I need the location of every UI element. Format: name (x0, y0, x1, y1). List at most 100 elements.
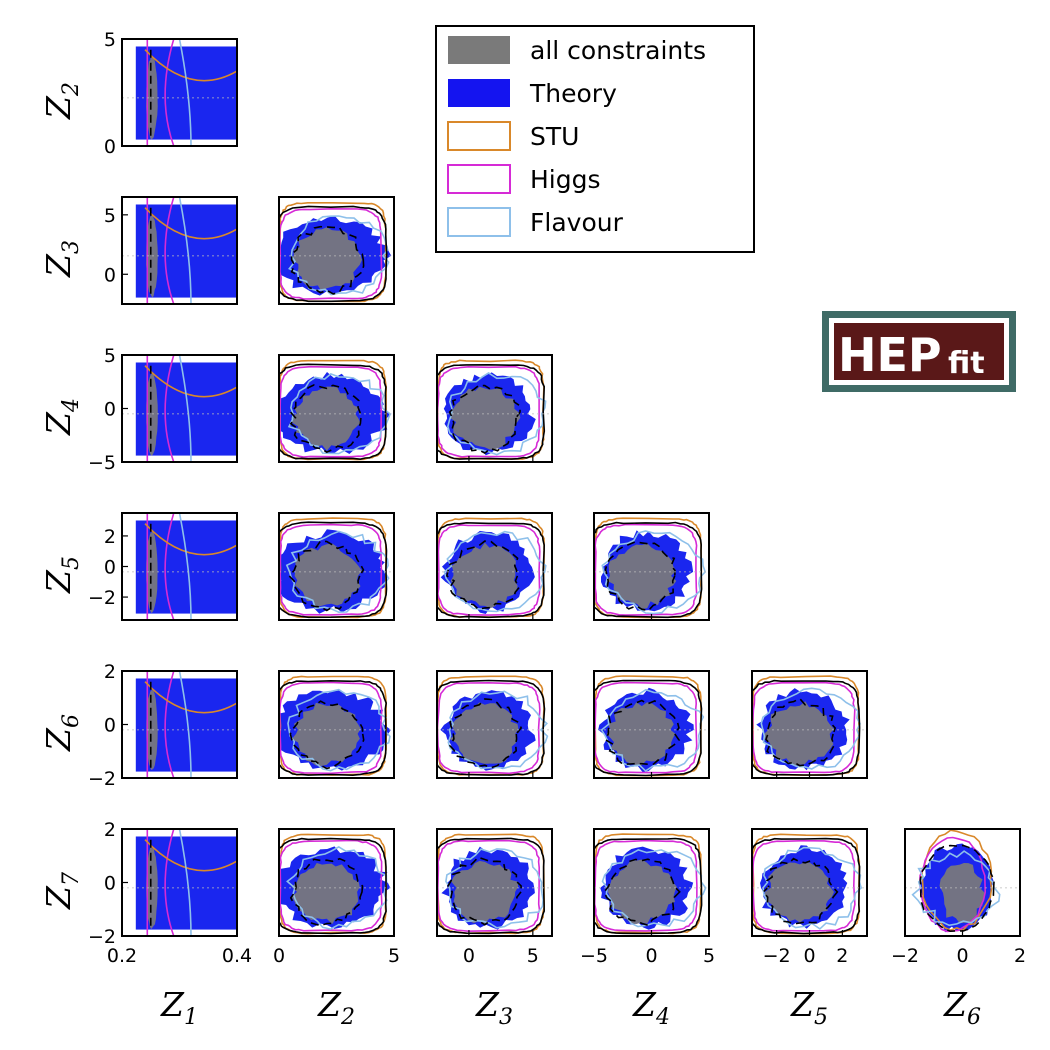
panel-body (122, 197, 237, 304)
higgs-contour (279, 839, 383, 932)
flavour-contour (178, 829, 192, 936)
flavour-contour (178, 197, 192, 304)
y-axis-label-main: Z (39, 727, 78, 752)
flavour-contour (178, 355, 192, 462)
legend-items: all constraints Theory STU Higgs Flavour (447, 36, 706, 237)
y-axis-label-sub: 5 (59, 556, 84, 570)
panel-z6-z7: −2 0 2 Z6 (891, 828, 1026, 1030)
panel-z1-z5: −2 0 2 Z5 (39, 512, 238, 621)
all-constraints-region (449, 702, 519, 764)
panel-body (122, 513, 237, 620)
x-tick-label: 5 (527, 945, 539, 967)
y-tick-label: 2 (104, 526, 116, 548)
higgs-contour (279, 207, 383, 300)
legend-swatch-3 (447, 164, 511, 194)
x-tick-label: 2 (1014, 945, 1026, 967)
panel-body (594, 675, 709, 777)
x-axis-label-main: Z (943, 985, 968, 1024)
y-tick-label: 0 (104, 715, 116, 737)
higgs-contour (437, 524, 541, 616)
y-axis-label: Z5 (39, 556, 84, 594)
x-axis-label-sub: 2 (340, 1005, 355, 1030)
stu-contour (921, 829, 993, 932)
legend-swatch-1 (448, 79, 510, 107)
all-constraints-region (146, 373, 158, 456)
theory-contour (594, 837, 703, 935)
flavour-contour (288, 215, 390, 296)
all-constraints-region (146, 530, 158, 613)
theory-contour (279, 679, 388, 777)
x-axis-label-sub: 5 (814, 1005, 828, 1030)
panel-frame (278, 196, 395, 305)
panel-frame (436, 828, 553, 937)
stu-contour (144, 49, 237, 82)
panel-body (905, 829, 1020, 933)
x-tick-label: 0 (273, 945, 285, 967)
panel-z3-z7: 0 5 Z3 (436, 828, 553, 1030)
x-tick-label: 0 (463, 945, 475, 967)
y-tick-label: −5 (88, 452, 116, 474)
stu-contour (144, 365, 237, 398)
flavour-contour (178, 39, 192, 146)
all-constraints-region (607, 859, 677, 924)
x-axis-label-main: Z (790, 985, 815, 1024)
panel-z2-z5 (278, 512, 395, 621)
panel-body (122, 671, 237, 778)
all-constraints-contour (445, 540, 521, 611)
theory-contour (437, 521, 546, 619)
logo-text-small: fit (948, 346, 985, 381)
panel-z2-z4 (278, 354, 395, 463)
y-tick-label: −2 (88, 768, 116, 790)
theory-contour (279, 521, 388, 619)
x-tick-label: 2 (836, 945, 848, 967)
theory-contour (752, 837, 861, 935)
panel-body (437, 517, 552, 619)
stu-contour (144, 207, 237, 240)
all-constraints-region (450, 386, 521, 450)
x-axis-label-main: Z (317, 985, 342, 1024)
theory-contour (437, 837, 546, 935)
y-axis-label-sub: 7 (59, 872, 84, 886)
legend-label-0: all constraints (530, 36, 706, 65)
y-axis-label-main: Z (39, 95, 78, 120)
all-constraints-region (291, 227, 362, 292)
x-axis-label: Z5 (790, 985, 828, 1030)
flavour-contour (445, 848, 544, 929)
theory-contour (594, 521, 703, 619)
all-constraints-contour (448, 698, 523, 769)
logo-text-big: HEP (838, 328, 942, 382)
panel-body (752, 833, 867, 935)
all-constraints-region (294, 543, 362, 608)
panel-body (437, 359, 552, 460)
y-tick-label: −2 (88, 926, 116, 948)
y-axis-label-sub: 4 (59, 398, 84, 413)
stu-contour (144, 523, 237, 556)
higgs-contour (164, 355, 175, 462)
panel-body (437, 833, 552, 935)
y-tick-label: 0 (104, 557, 116, 579)
higgs-contour (594, 839, 698, 932)
x-axis-label-main: Z (475, 985, 500, 1024)
panel-body (279, 517, 394, 619)
higgs-contour (164, 513, 175, 620)
panel-body (279, 833, 394, 935)
legend: all constraints Theory STU Higgs Flavour (435, 25, 755, 253)
all-constraints-region (291, 702, 361, 766)
higgs-contour (279, 523, 383, 616)
legend-swatch-4 (447, 207, 511, 237)
y-tick-label: 2 (104, 819, 116, 841)
y-axis-label-main: Z (39, 253, 78, 278)
all-constraints-contour (919, 844, 995, 933)
panel-z2-z7: 0 5 Z2 (273, 828, 400, 1030)
x-tick-label: 5 (388, 945, 400, 967)
theory-contour (279, 363, 387, 461)
panel-z3-z6 (436, 670, 553, 779)
all-constraints-contour (447, 856, 522, 926)
all-constraints-region (450, 542, 518, 609)
x-axis-label: Z3 (475, 985, 513, 1030)
panel-frame (278, 670, 395, 779)
legend-label-4: Flavour (530, 208, 624, 237)
theory-contour (437, 363, 546, 460)
y-axis-label: Z6 (39, 714, 84, 752)
